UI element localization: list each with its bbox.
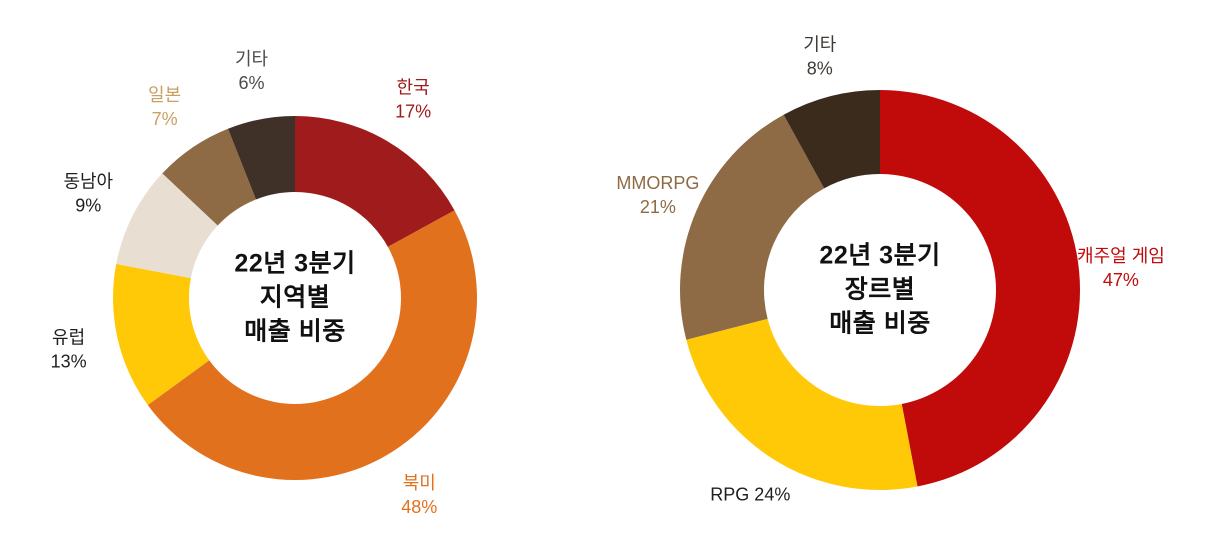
donut-slice-1-2 <box>680 114 825 340</box>
slice-label-0-3: 동남아 9% <box>63 172 113 216</box>
slice-label-1-0: 캐주얼 게임 47% <box>1077 246 1165 290</box>
donut-slice-0-0 <box>295 116 455 247</box>
slice-label-0-4: 일본 7% <box>148 85 181 129</box>
title-line-2: 지역별 <box>259 283 331 312</box>
donut-slice-1-1 <box>686 318 918 490</box>
region-donut-svg: 한국 17% 북미 48% 유럽 13% 동남아 9% 일본 7% 기타 6% <box>51 49 478 517</box>
donut-slice-0-1 <box>147 210 478 480</box>
slice-label-1-2: MMORPG 21% <box>616 173 699 217</box>
genre-revenue-donut-chart: 캐주얼 게임 47% RPG 24% MMORPG 21% 기타 8% 22년 3분기 장르… <box>560 0 1228 553</box>
title-line-3: 매출 비중 <box>829 308 931 337</box>
genre-donut-svg: 캐주얼 게임 47% RPG 24% MMORPG 21% 기타 8% <box>616 35 1165 505</box>
slice-label-0-2: 유럽 13% <box>51 328 87 372</box>
donut-slice-1-3 <box>783 90 880 189</box>
region-revenue-donut-chart: 한국 17% 북미 48% 유럽 13% 동남아 9% 일본 7% 기타 6% 22년 3분기 지역별… <box>0 0 560 553</box>
donut-slice-0-5 <box>228 116 295 200</box>
donut-slice-0-3 <box>116 173 218 279</box>
title-line-1: 22년 3분기 <box>234 249 356 278</box>
donut-slice-0-2 <box>113 263 210 405</box>
donut-slice-1-0 <box>880 90 1080 487</box>
slice-label-1-1: RPG 24% <box>710 484 790 504</box>
donut-slice-0-4 <box>162 128 256 226</box>
genre-chart-center-title: 22년 3분기 장르별 매출 비중 <box>819 239 940 340</box>
region-chart-center-title: 22년 3분기 지역별 매출 비중 <box>234 247 355 348</box>
title-line-3: 매출 비중 <box>244 316 346 345</box>
slice-label-1-3: 기타 8% <box>803 35 837 79</box>
title-line-2: 장르별 <box>844 275 916 304</box>
slice-label-0-0: 한국 17% <box>395 77 431 121</box>
slice-label-0-5: 기타 6% <box>235 49 269 93</box>
slice-label-0-1: 북미 48% <box>401 473 437 517</box>
title-line-1: 22년 3분기 <box>819 241 941 270</box>
